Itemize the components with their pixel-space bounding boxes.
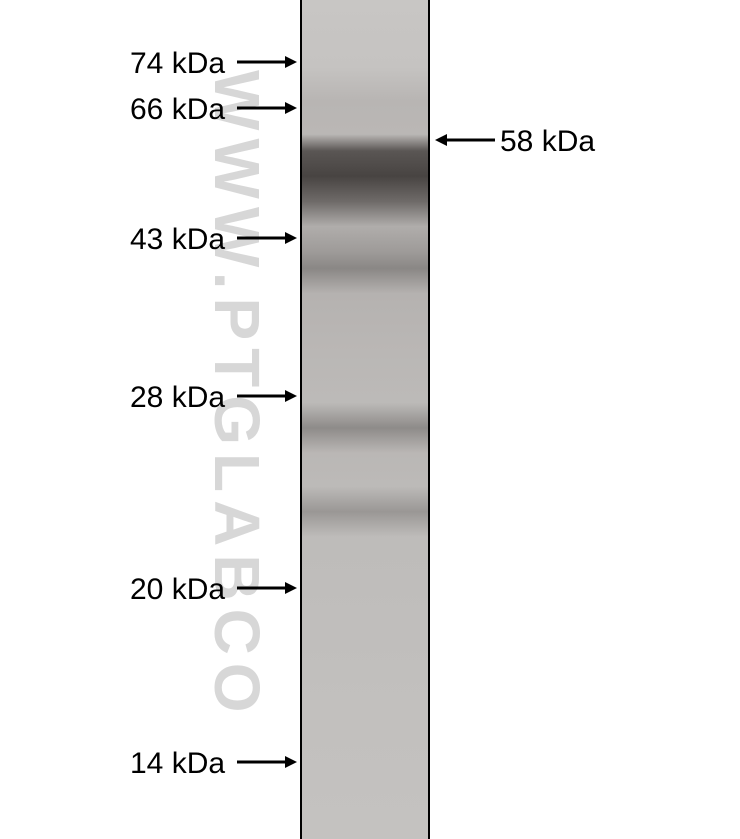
marker-label-left: 14 kDa xyxy=(130,747,225,781)
gel-lane xyxy=(300,0,430,839)
marker-label-left: 43 kDa xyxy=(130,223,225,257)
marker-text: 66 kDa xyxy=(130,93,225,126)
arrow-right-icon xyxy=(235,228,297,248)
marker-label-left: 20 kDa xyxy=(130,573,225,607)
marker-text: 20 kDa xyxy=(130,573,225,606)
arrow-right-icon xyxy=(235,98,297,118)
arrow-left-icon xyxy=(435,130,497,150)
marker-text: 43 kDa xyxy=(130,223,225,256)
arrow-right-icon xyxy=(235,52,297,72)
arrow-right-icon xyxy=(235,386,297,406)
arrow-right-icon xyxy=(235,752,297,772)
blot-container: WWW.PTGLABCO 74 kDa 66 kDa 43 kDa 28 kDa… xyxy=(0,0,740,839)
arrow-right-icon xyxy=(235,578,297,598)
marker-label-right: 58 kDa xyxy=(500,125,595,159)
marker-label-left: 66 kDa xyxy=(130,93,225,127)
marker-label-left: 28 kDa xyxy=(130,381,225,415)
marker-text: 28 kDa xyxy=(130,381,225,414)
marker-label-left: 74 kDa xyxy=(130,47,225,81)
marker-text: 74 kDa xyxy=(130,47,225,80)
marker-text: 58 kDa xyxy=(500,125,595,158)
marker-text: 14 kDa xyxy=(130,747,225,780)
